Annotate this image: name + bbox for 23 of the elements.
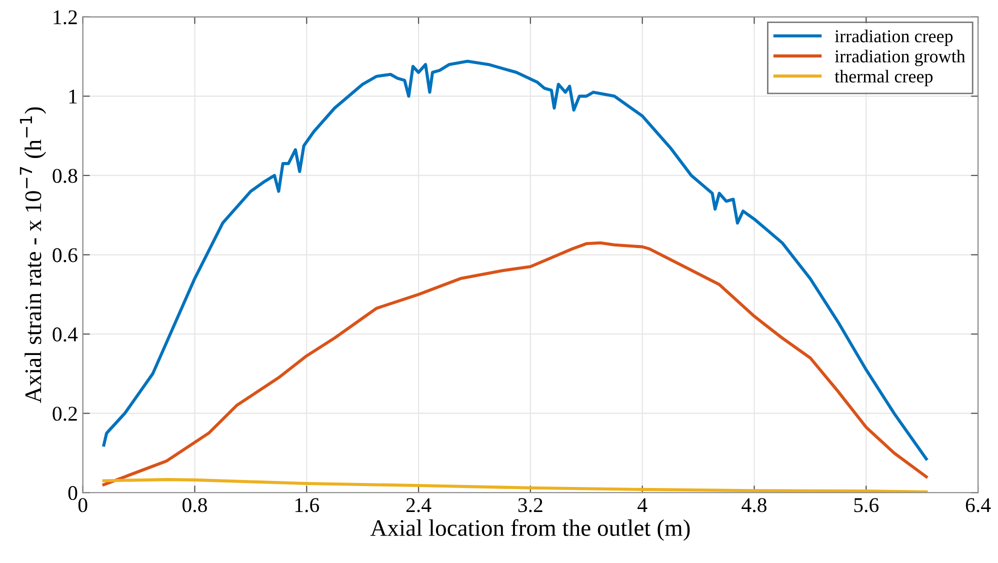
y-tick-label: 1.2 [54, 10, 77, 24]
x-tick-label: 0 [78, 498, 88, 512]
x-tick-label: 5.6 [854, 498, 879, 512]
line-series [102, 478, 928, 493]
x-tick-label: 6.4 [966, 498, 991, 512]
x-tick-label: 0.8 [182, 498, 207, 512]
x-tick-label: 4 [638, 498, 648, 512]
x-tick-label: 1.6 [295, 498, 320, 512]
y-tick-label: 0.8 [52, 168, 78, 183]
line-series [102, 241, 928, 486]
y-tick-label: 0.4 [52, 327, 78, 342]
legend-label: irradiation growth [834, 50, 966, 66]
y-tick-label: 0 [68, 486, 78, 500]
x-tick-label: 2.4 [406, 498, 432, 512]
legend-label: thermal creep [834, 70, 933, 86]
y-tick-label: 1 [69, 90, 77, 104]
x-axis-title: Axial location from the outlet (m) [370, 519, 690, 541]
x-tick-label: 4.8 [742, 498, 766, 512]
y-axis-title: Axial strain rate - x 10$^{−7}$ (h$^{−1}$) [20, 107, 46, 404]
y-tick-label: 0.6 [52, 248, 78, 262]
legend-label: irradiation creep [834, 30, 953, 46]
y-tick-label: 0.2 [52, 406, 77, 421]
x-tick-label: 3.2 [518, 498, 542, 512]
